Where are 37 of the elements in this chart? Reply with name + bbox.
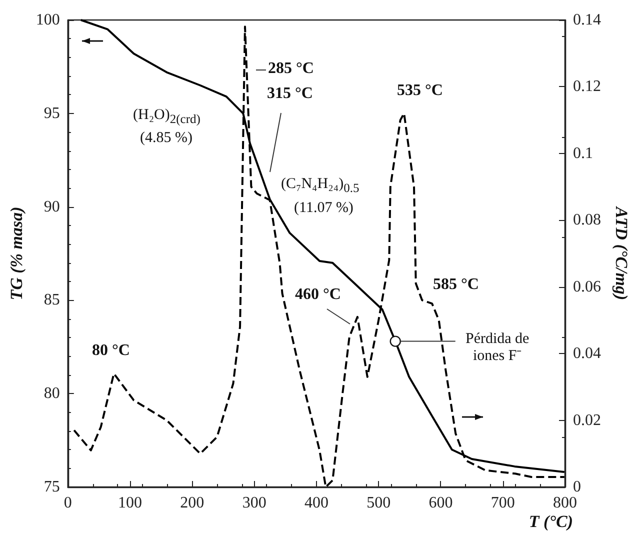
y-tick-label: 85 — [44, 292, 60, 309]
annotation: 460 °C — [295, 286, 341, 304]
x-tick-label: 0 — [64, 494, 72, 512]
y2-tick-label: 0.14 — [573, 12, 601, 28]
annotation: (H₂O)$_{2(crd)}$ — [133, 107, 200, 127]
x-tick-label: 600 — [428, 494, 453, 512]
x-tick-label: 200 — [180, 494, 204, 512]
y-tick-label: 100 — [36, 12, 60, 28]
y2-tick-label: 0.1 — [573, 144, 593, 162]
y2-tick-label: 0.12 — [573, 78, 601, 96]
x-tick-label: 300 — [242, 494, 266, 512]
y-tick-label: 80 — [44, 385, 60, 402]
annotation: 285 °C — [268, 60, 314, 78]
y-tick-label: 90 — [44, 198, 60, 216]
y2-tick-label: 0.02 — [573, 412, 601, 429]
y2-tick-label: 0 — [573, 478, 581, 496]
x-tick-label: 100 — [118, 494, 142, 512]
x-tick-label: 500 — [366, 494, 391, 512]
y2-tick-label: 0.04 — [573, 345, 601, 362]
y2-axis-title: ATD (°C/mg) — [612, 206, 631, 300]
annotation: Pérdida de iones F⁻ — [464, 331, 530, 364]
y-axis-title: TG (% masa) — [7, 206, 26, 300]
annotation: (11.07 %) — [294, 200, 354, 216]
y2-tick-label: 0.06 — [573, 278, 601, 296]
annotation: 80 °C — [92, 342, 130, 360]
x-axis-title: T (°C) — [528, 512, 573, 531]
annotation: (C₇N₄H₂₄)$_{0.5}$ — [281, 176, 360, 196]
annotation: (4.85 %) — [140, 130, 192, 146]
x-tick-label: 400 — [304, 494, 328, 512]
annotation: 535 °C — [397, 82, 443, 100]
x-tick-label: 800 — [553, 494, 577, 512]
annotation: 315 °C — [267, 85, 313, 103]
y-tick-label: 95 — [44, 104, 60, 122]
y2-tick-label: 0.08 — [573, 212, 601, 229]
x-tick-label: 700 — [490, 494, 515, 512]
annotation: 585 °C — [433, 276, 479, 294]
y-tick-label: 75 — [44, 478, 60, 496]
